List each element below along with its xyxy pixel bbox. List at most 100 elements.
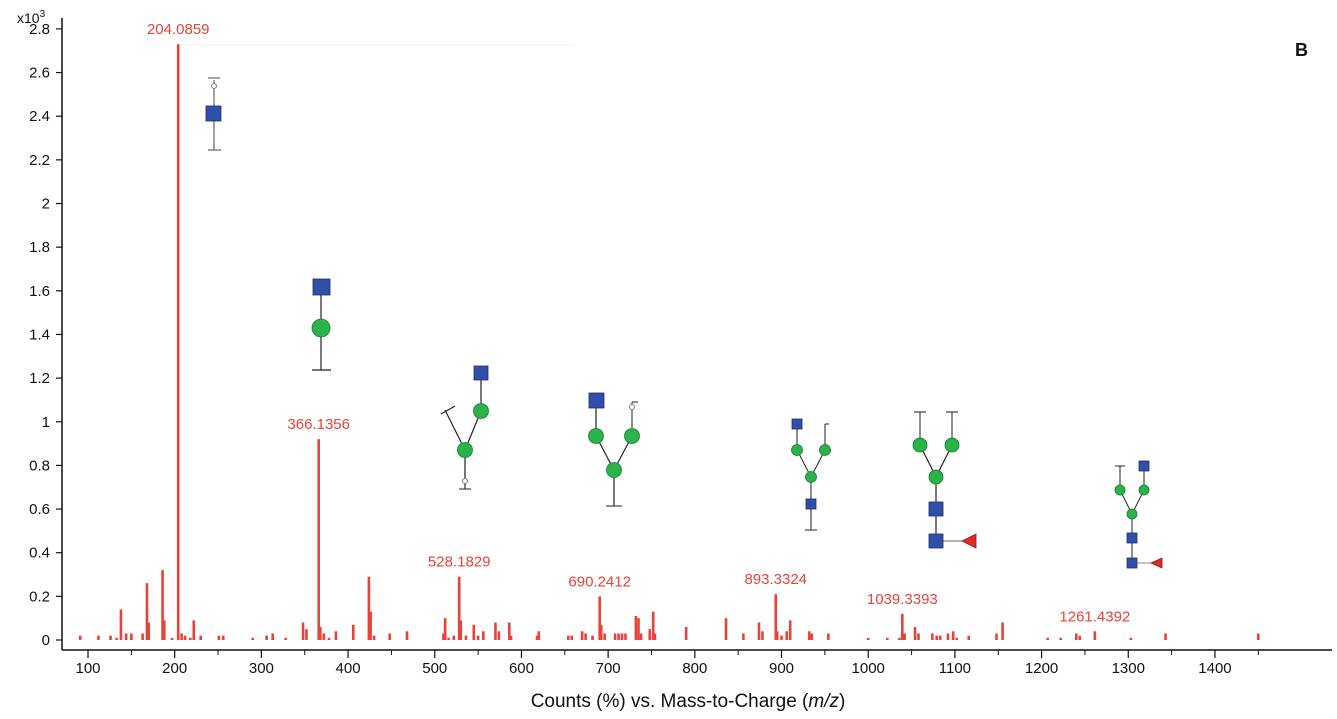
spectrum-bar (322, 633, 326, 640)
spectrum-bar (115, 637, 118, 640)
spectrum-bar (147, 622, 150, 640)
y-multiplier-exponent: 3 (40, 9, 46, 20)
spectrum-bar (119, 609, 123, 640)
y-tick-label: 1.4 (29, 326, 50, 343)
spectrum-bar (459, 620, 463, 640)
spectrum-bar (580, 631, 584, 640)
spectrum-bar (1074, 633, 1078, 640)
x-tick-label: 1400 (1198, 660, 1231, 677)
spectrum-bar (192, 620, 196, 640)
spectrum-bar (757, 622, 761, 640)
y-multiplier-base: x10 (17, 10, 40, 26)
spectrum-bar (639, 633, 643, 640)
x-tick-label: 200 (162, 660, 187, 677)
spectrum-bar (372, 635, 376, 640)
spectrum-bar (1001, 622, 1004, 640)
spectrum-bar (866, 637, 870, 640)
spectrum-bar (251, 637, 255, 640)
spectrum-bar (476, 635, 480, 640)
y-tick-label: 0.6 (29, 501, 50, 518)
x-tick-label: 1300 (1112, 660, 1145, 677)
spectrum-bar (301, 622, 305, 640)
spectrum-bar (472, 624, 476, 640)
spectrum-bar (603, 633, 606, 640)
x-axis-title: Counts (%) vs. Mass-to-Charge (m/z) (531, 691, 846, 712)
peak-label: 690.2412 (568, 573, 631, 590)
spectrum-bar (634, 615, 638, 640)
spectrum-bar (938, 635, 942, 640)
y-tick-label: 2.6 (29, 65, 50, 82)
peak-label: 528.1829 (428, 554, 491, 571)
spectrum-bar (955, 637, 958, 640)
spectrum-bar (1093, 631, 1097, 640)
x-tick-label: 1000 (852, 660, 885, 677)
spectrum-bar (367, 576, 371, 640)
spectrum-bar (898, 637, 901, 640)
spectrum-bar (651, 611, 655, 640)
spectrum-bar (591, 635, 594, 640)
x-axis-ticks: 100 200 300 400 500 600 700 800 900 1000 1100 1200 1… (75, 650, 1232, 677)
spectrum-bar (443, 618, 447, 640)
glycan-structure-7 (1114, 460, 1163, 569)
spectrum-bar (199, 635, 203, 640)
x-axis-title-italic: m/z (808, 691, 839, 712)
y-tick-label: 0 (42, 632, 50, 649)
spectrum-bar (508, 622, 511, 640)
spectrum-bar (1059, 637, 1062, 640)
glycan-structure-5 (791, 418, 831, 531)
spectrum-bar (584, 633, 587, 640)
spectrum-bar (903, 633, 906, 640)
spectrum-bar (598, 596, 601, 640)
panel-label: B (1295, 40, 1308, 60)
y-tick-label: 2 (42, 196, 50, 213)
x-tick-label: 500 (422, 660, 447, 677)
spectrum-bar (176, 44, 180, 641)
peak-label: 204.0859 (147, 21, 210, 38)
spectrum-bar (946, 633, 950, 640)
spectrum-bars (78, 44, 1260, 641)
spectrum-bar (405, 631, 409, 640)
spectrum-bar (305, 629, 308, 640)
spectrum-bar (995, 633, 998, 640)
spectrum-bar (775, 631, 779, 640)
spectrum-bar (271, 633, 274, 640)
spectrum-bar (442, 633, 445, 640)
glycan-structure-2 (311, 278, 331, 371)
spectrum-bar (951, 631, 955, 640)
spectrum-bar (1046, 637, 1049, 640)
spectrum-bar (637, 618, 640, 640)
x-tick-label: 600 (509, 660, 534, 677)
spectrum-bar (788, 620, 792, 640)
spectrum-bar (620, 633, 624, 640)
spectrum-bar (497, 631, 501, 640)
spectrum-bar (1078, 635, 1082, 640)
spectrum-bar (780, 635, 783, 640)
spectrum-bar (162, 620, 166, 640)
x-tick-label: 300 (249, 660, 274, 677)
spectrum-bar (351, 624, 355, 640)
spectrum-bar (109, 635, 112, 640)
spectrum-bar (317, 439, 321, 640)
spectrum-bar (827, 633, 830, 640)
x-axis-title-suffix: ) (839, 691, 845, 712)
x-tick-label: 700 (596, 660, 621, 677)
spectrum-bar (183, 635, 187, 640)
spectrum-bar (684, 626, 688, 640)
spectrum-bar (1164, 633, 1167, 640)
spectrum-bar (967, 635, 971, 640)
x-tick-label: 800 (682, 660, 707, 677)
spectrum-bar (917, 633, 920, 640)
spectrum-bar (334, 631, 338, 640)
spectrum-bar (810, 633, 814, 640)
spectrum-bar (1257, 633, 1260, 640)
spectrum-bar (388, 633, 391, 640)
spectrum-bar (447, 637, 450, 640)
y-tick-label: 0.2 (29, 588, 50, 605)
spectrum-bar (1129, 637, 1133, 640)
spectrum-bar (535, 635, 539, 640)
spectrum-bar (648, 629, 652, 640)
spectrum-bar (537, 631, 541, 640)
glycan-structure-1 (205, 77, 222, 151)
glycan-structure-4 (588, 392, 640, 507)
